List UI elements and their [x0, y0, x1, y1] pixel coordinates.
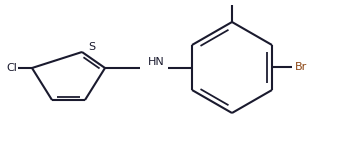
Text: HN: HN [148, 57, 165, 67]
Text: CH₃: CH₃ [222, 0, 242, 1]
Text: S: S [88, 42, 96, 52]
Text: Br: Br [295, 62, 307, 72]
Text: Cl: Cl [6, 63, 17, 73]
